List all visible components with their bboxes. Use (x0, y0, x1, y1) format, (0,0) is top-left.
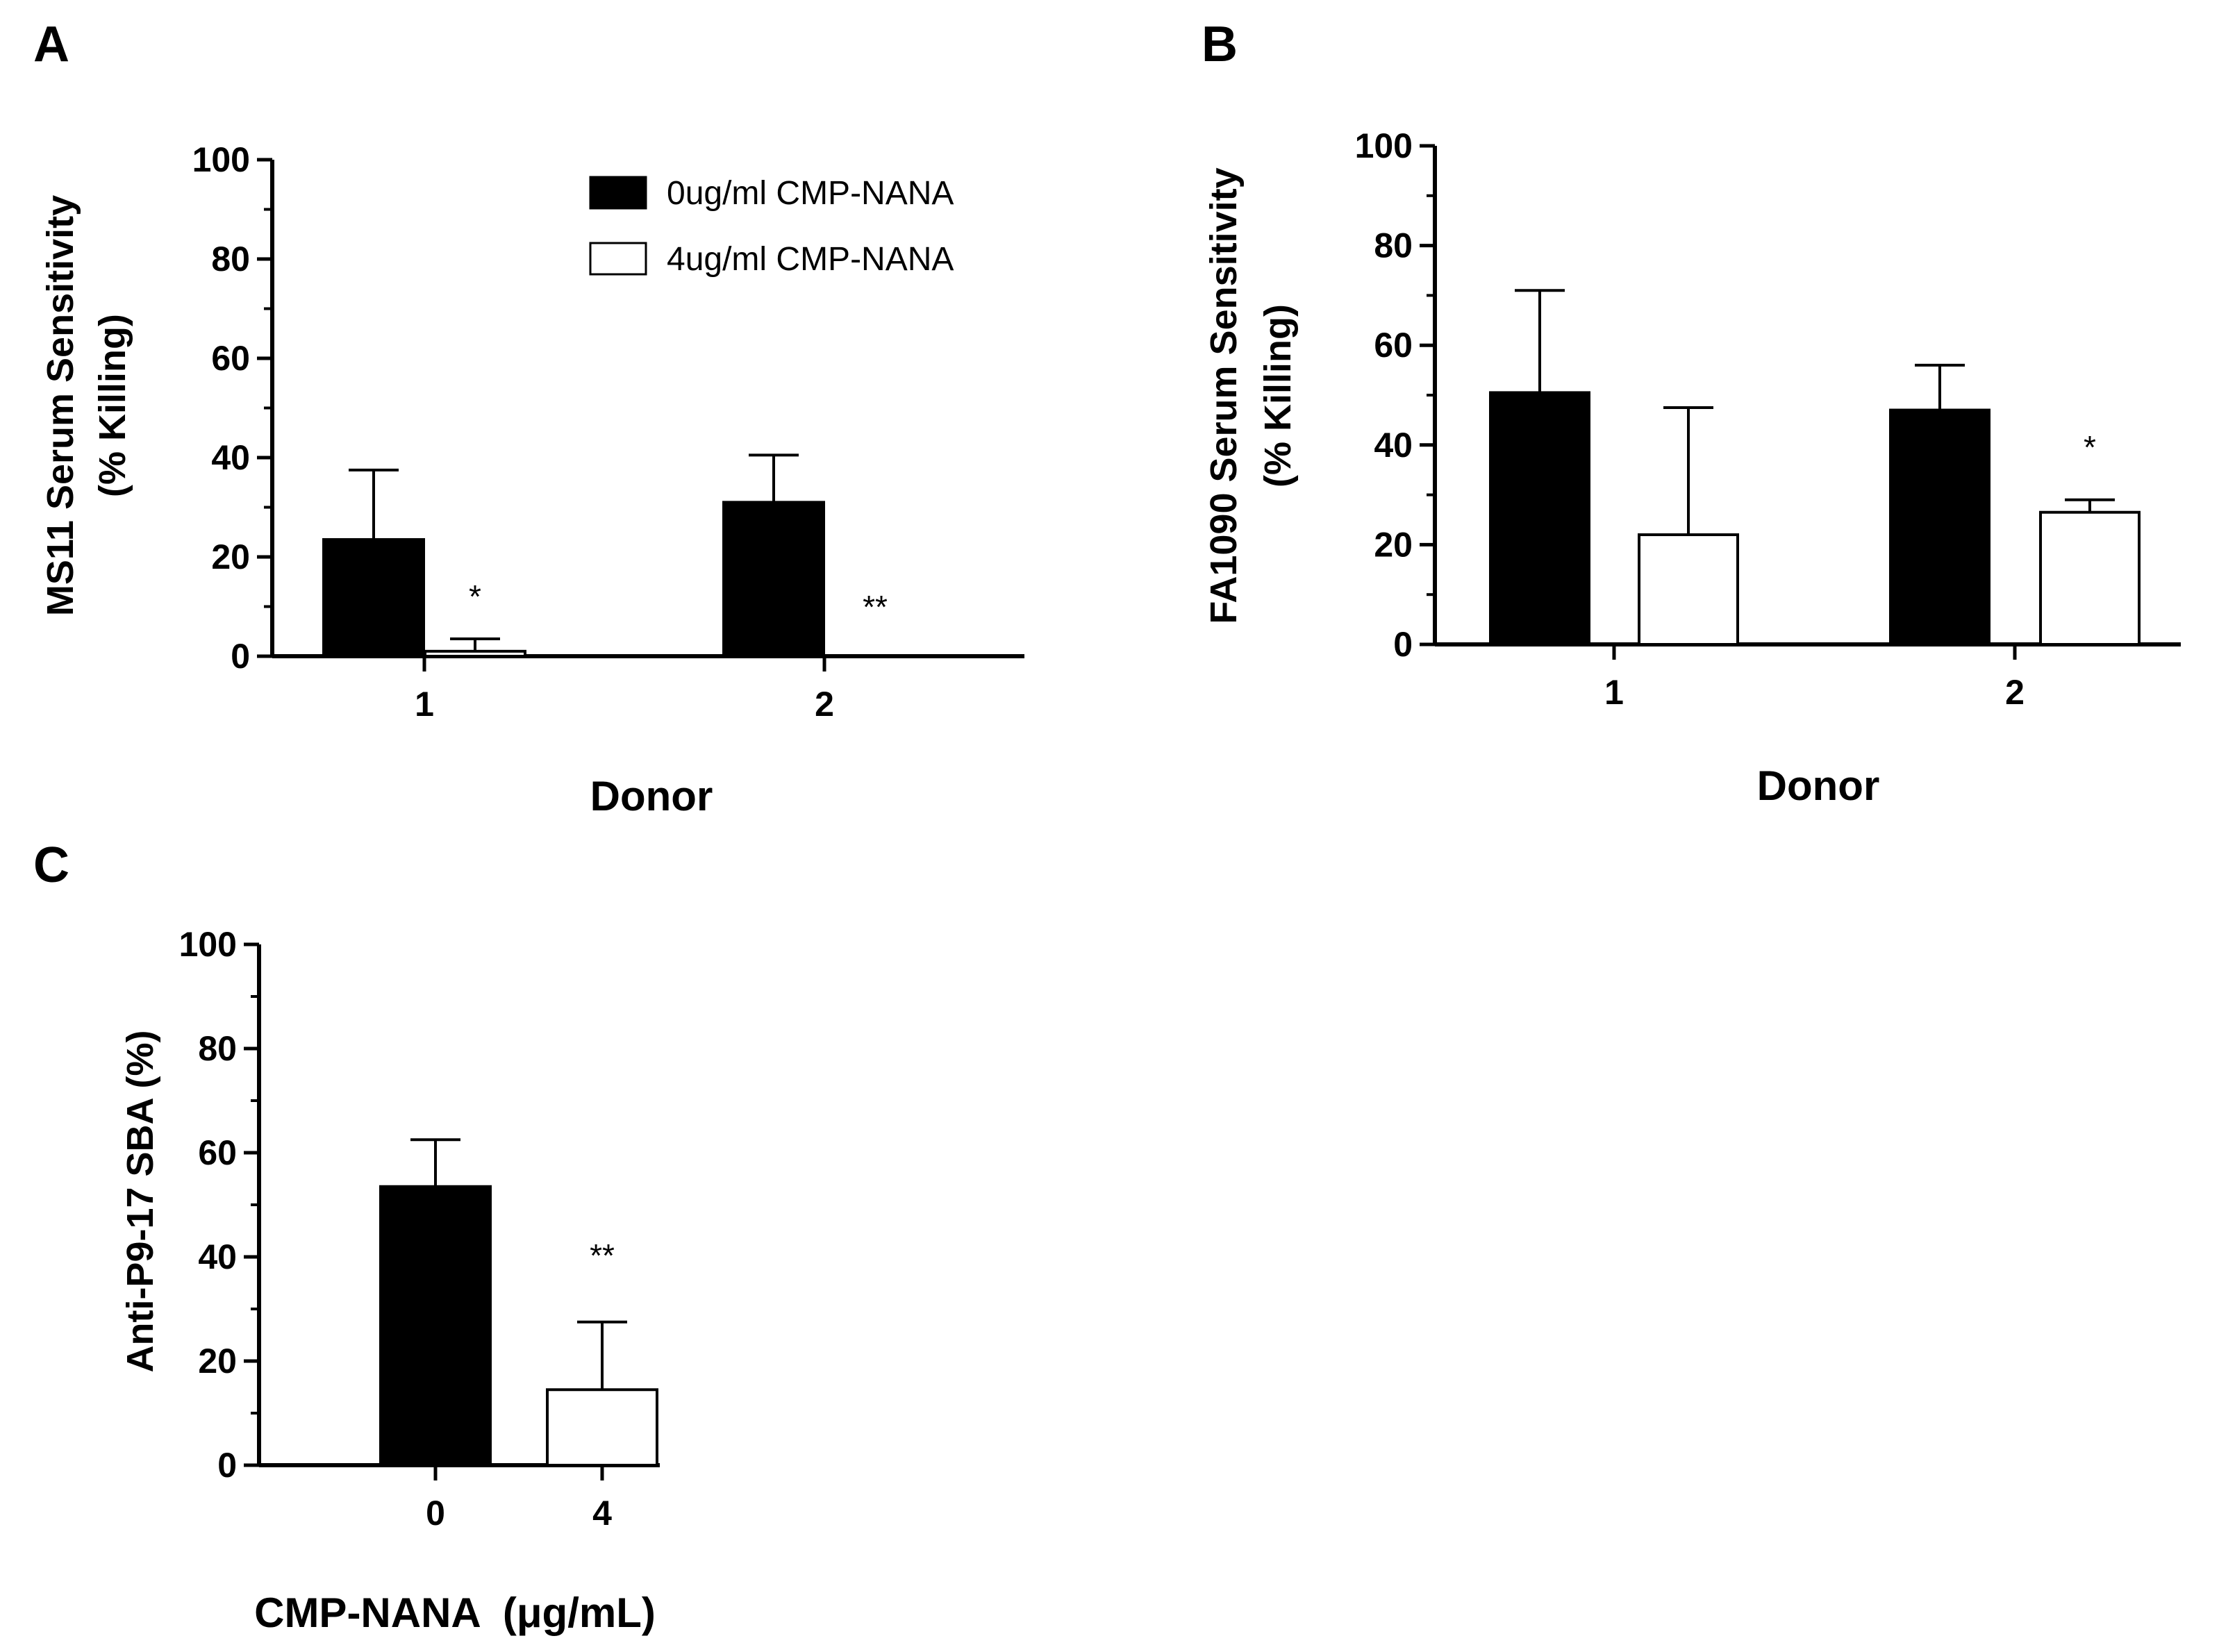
panel-b-y-tick-label: 100 (1355, 126, 1413, 165)
panel-c-x-tick-label: 4 (592, 1494, 612, 1533)
panel-a-y-tick-label: 0 (231, 637, 250, 676)
panel-a-legend: 0ug/ml CMP-NANA 4ug/ml CMP-NANA (589, 175, 954, 278)
panel-a-bar-2-0 (722, 501, 825, 658)
panel-c-y-tick-label: 60 (198, 1133, 237, 1172)
panel-c-y-tick-label: 40 (198, 1237, 237, 1276)
panel-b-x-axis-label: Donor (1757, 762, 1880, 809)
panel-c-y-tick-label: 80 (198, 1029, 237, 1068)
panel-b-y-tick-label: 60 (1374, 326, 1413, 365)
panel-a-y-tick-label: 40 (211, 438, 250, 477)
panel-b-bar-1-1 (1638, 533, 1739, 646)
panel-a-x-tick-label: 1 (415, 685, 434, 724)
panel-c-chart: 0 20 40 60 80 100 0 4 ** (179, 925, 660, 1533)
panel-b-y-tick-label: 80 (1374, 226, 1413, 265)
panel-a-x-tick-label: 2 (815, 685, 834, 724)
panel-b-x-tick-label: 1 (1604, 673, 1624, 712)
panel-c-y-axis-label: Anti-P9-17 SBA (%) (119, 1030, 161, 1372)
panel-b-significance-marker: * (2084, 429, 2096, 465)
panel-c-y-tick-label: 20 (198, 1342, 237, 1380)
panel-c-bar-4-0 (546, 1388, 658, 1467)
panel-a-y-tick-label: 20 (211, 537, 250, 576)
panel-b-y-tick-label: 0 (1393, 625, 1413, 664)
panel-c-y-tick-label: 100 (179, 925, 237, 964)
panel-a-x-axis-label: Donor (590, 773, 713, 819)
panel-b-y-axis-label-line2: (% Killing) (1257, 304, 1299, 487)
panel-b-chart: 0 20 40 60 80 100 1 2 * (1355, 126, 2181, 712)
panel-c-x-tick-label: 0 (426, 1494, 445, 1533)
legend-label-0ug: 0ug/ml CMP-NANA (667, 175, 954, 212)
panel-c-y-tick-label: 0 (217, 1446, 237, 1485)
legend-label-4ug: 4ug/ml CMP-NANA (667, 241, 954, 278)
panel-a-significance-marker: * (469, 578, 481, 615)
panel-a-significance-marker: ** (863, 589, 888, 625)
panel-b-y-tick-label: 40 (1374, 426, 1413, 465)
panel-a-y-axis-label-line2: (% Killing) (92, 314, 133, 497)
panel-b-x-tick-label: 2 (2005, 673, 2025, 712)
panel-a-y-tick-label: 80 (211, 240, 250, 278)
panel-b-y-tick-label: 20 (1374, 525, 1413, 564)
panel-b-y-axis-label-line1: FA1090 Serum Sensitivity (1203, 167, 1245, 624)
panel-label-a: A (33, 17, 69, 72)
panel-label-c: C (33, 837, 69, 893)
panel-b-bar-2-1 (2039, 510, 2141, 646)
panel-c-bar-0-0 (379, 1185, 492, 1467)
legend-swatch-4ug (589, 242, 647, 276)
panel-c-significance-marker: ** (590, 1237, 615, 1274)
panel-a-bar-1-1 (424, 649, 526, 658)
panel-a-bar-1-0 (322, 537, 425, 658)
panel-c-x-axis-label: CMP-NANA (μg/mL) (254, 1590, 656, 1636)
panel-a-y-tick-label: 100 (192, 140, 250, 179)
panel-b-bar-2-0 (1889, 408, 1991, 646)
legend-swatch-0ug (589, 176, 647, 210)
panel-a-y-tick-label: 60 (211, 339, 250, 378)
panel-a-y-axis-label-line1: MS11 Serum Sensitivity (40, 195, 81, 616)
panel-b-bar-1-0 (1489, 391, 1590, 646)
panel-label-b: B (1202, 17, 1238, 72)
